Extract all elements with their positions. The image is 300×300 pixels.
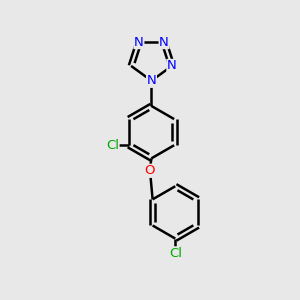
Text: N: N [147,74,156,87]
Text: N: N [167,59,177,73]
Text: N: N [159,35,169,49]
Text: Cl: Cl [106,139,119,152]
Text: O: O [145,164,155,177]
Text: Cl: Cl [169,247,182,260]
Text: N: N [134,35,144,49]
